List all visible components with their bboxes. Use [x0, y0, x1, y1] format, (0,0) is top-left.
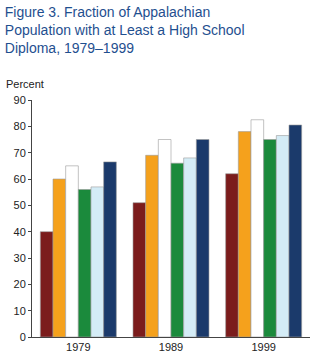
svg-text:0: 0 [20, 331, 26, 343]
svg-text:40: 40 [14, 226, 26, 238]
svg-text:60: 60 [14, 173, 26, 185]
svg-text:90: 90 [14, 94, 26, 106]
svg-text:30: 30 [14, 252, 26, 264]
svg-text:1989: 1989 [159, 341, 183, 353]
svg-text:10: 10 [14, 305, 26, 317]
svg-text:20: 20 [14, 278, 26, 290]
svg-text:70: 70 [14, 147, 26, 159]
svg-text:50: 50 [14, 199, 26, 211]
svg-text:Figure 3. Fraction of Appalach: Figure 3. Fraction of AppalachianPopulat… [5, 4, 245, 56]
svg-text:1999: 1999 [251, 341, 275, 353]
svg-text:Percent: Percent [6, 78, 44, 90]
svg-text:80: 80 [14, 120, 26, 132]
svg-text:1979: 1979 [66, 341, 90, 353]
